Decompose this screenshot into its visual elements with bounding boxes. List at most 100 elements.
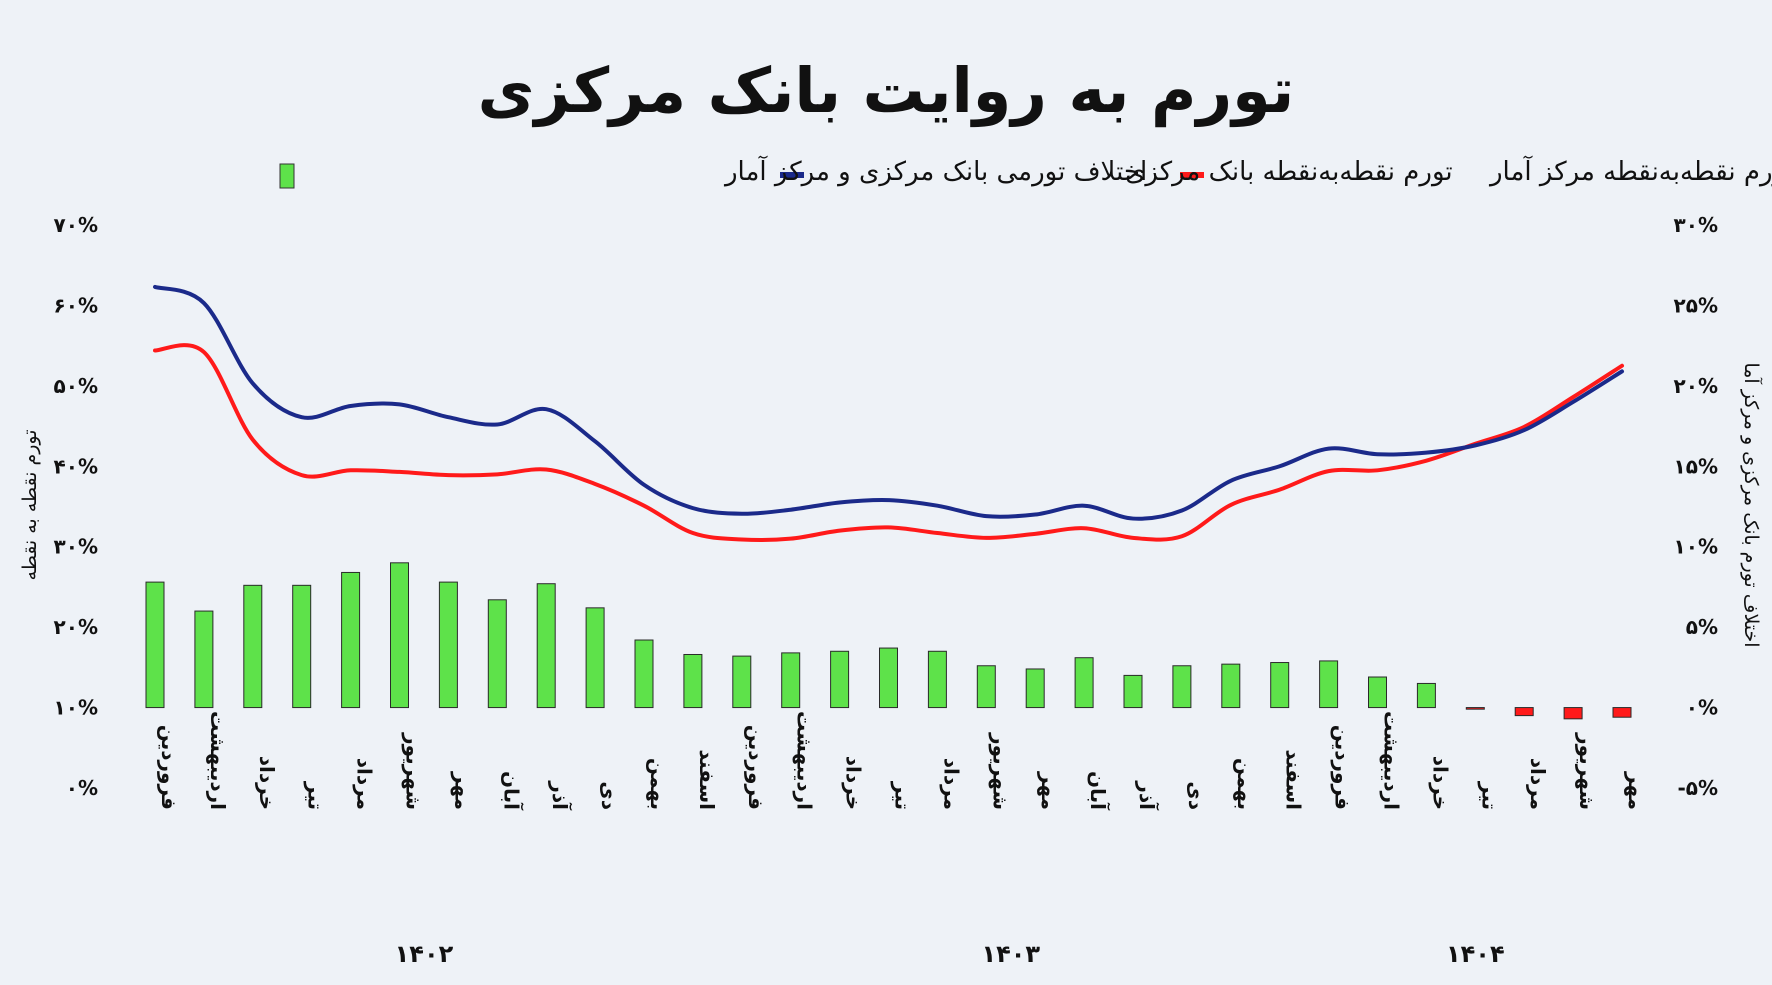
bar-series — [145, 562, 1632, 720]
x-tick-label: مهر — [450, 771, 474, 810]
bar — [1221, 663, 1241, 709]
x-tick-label: آذر — [1135, 780, 1160, 811]
bar — [341, 571, 361, 709]
bar — [976, 665, 996, 709]
x-tick-label: فروردین — [1331, 725, 1355, 810]
year-label: ۱۴۰۴ — [1446, 940, 1505, 968]
y-right-tick-label: ۳۰% — [1674, 213, 1718, 237]
x-tick-label: تیر — [891, 781, 915, 810]
legend-entry-diff: اختلاف تورمی بانک مرکزی و مرکز آمار — [279, 155, 1147, 189]
bar — [732, 655, 752, 709]
legend-swatch-diff — [279, 163, 295, 189]
x-tick-label: مهر — [1037, 771, 1061, 810]
chart-title: تورم به روایت بانک مرکزی — [478, 54, 1295, 128]
y-axis-right: -۵% ۰% ۵% ۱۰% ۱۵% ۲۰% ۲۵% ۳۰% — [1674, 213, 1718, 800]
y-right-tick-label: ۰% — [1686, 696, 1718, 720]
x-tick-label: خرداد — [842, 756, 866, 810]
bar — [1319, 660, 1339, 709]
bar — [1416, 682, 1436, 709]
y-right-tick-label: -۵% — [1677, 776, 1718, 800]
x-tick-label: مرداد — [1526, 758, 1550, 810]
bar — [1514, 707, 1534, 717]
x-tick-label: تیر — [1477, 781, 1501, 810]
bar — [487, 599, 507, 709]
x-tick-label: فروردین — [744, 725, 768, 810]
bar — [634, 639, 654, 709]
y-axis-right-title: اختلاف تورم بانک مرکزی و مرکز آما — [1740, 362, 1764, 647]
bar — [1368, 676, 1387, 709]
bar — [927, 650, 947, 709]
bar — [390, 562, 409, 709]
x-tick-label: دی — [597, 781, 621, 810]
x-tick-label: شهریور — [1575, 732, 1599, 810]
x-tick-label: خرداد — [1428, 756, 1452, 810]
x-tick-label: مرداد — [353, 758, 377, 810]
x-tick-label: شهریور — [988, 732, 1012, 810]
x-tick-label: دی — [1184, 781, 1208, 810]
bar — [438, 581, 458, 709]
x-tick-label: آبان — [499, 771, 524, 811]
x-axis-years: ۱۴۰۲ ۱۴۰۳ ۱۴۰۴ — [395, 940, 1505, 968]
x-tick-label: تیر — [304, 781, 328, 810]
y-right-tick-label: ۲۰% — [1674, 374, 1718, 398]
line-series — [153, 284, 1624, 543]
bar — [830, 650, 850, 709]
y-right-tick-label: ۱۵% — [1674, 454, 1718, 478]
x-tick-label: اردیبهشت — [206, 711, 230, 810]
x-tick-label: اسفند — [695, 749, 719, 810]
x-tick-label: خرداد — [255, 756, 279, 810]
bar — [1123, 674, 1143, 709]
y-axis-left: ۰% ۱۰% ۲۰% ۳۰% ۴۰% ۵۰% ۶۰% ۷۰% — [54, 213, 98, 800]
y-left-tick-label: ۶۰% — [54, 293, 98, 317]
y-right-tick-label: ۱۰% — [1674, 535, 1718, 559]
x-tick-label: اردیبهشت — [793, 711, 817, 810]
x-tick-label: مهر — [1624, 771, 1648, 810]
bar — [683, 653, 703, 709]
bar — [243, 584, 263, 709]
bar — [1612, 707, 1632, 718]
legend-entry-cbi: تورم نقطه‌به‌نقطه بانک مرکزی — [780, 157, 1453, 187]
x-tick-label: شهریور — [402, 732, 426, 810]
line-cbi — [153, 284, 1624, 521]
bar — [292, 584, 312, 709]
y-left-tick-label: ۵۰% — [54, 374, 98, 398]
y-left-tick-label: ۷۰% — [54, 213, 98, 237]
y-right-tick-label: ۵% — [1686, 615, 1718, 639]
legend-label-cbi: تورم نقطه‌به‌نقطه بانک مرکزی — [1125, 157, 1453, 187]
legend-label-diff: اختلاف تورمی بانک مرکزی و مرکز آمار — [723, 155, 1147, 187]
legend-label-sci: تورم نقطه‌به‌نقطه مرکز آمار — [1488, 155, 1772, 187]
bar — [145, 581, 165, 709]
x-axis-categories: فروردین اردیبهشت خرداد تیر مرداد شهریور مهر آبا… — [157, 711, 1648, 811]
x-tick-label: آذر — [548, 780, 573, 811]
legend: تورم نقطه‌به‌نقطه مرکز آمار تورم نقطه‌به… — [279, 155, 1772, 189]
legend-swatch-cbi — [780, 172, 804, 178]
bar — [781, 652, 801, 709]
x-tick-label: اردیبهشت — [1380, 711, 1404, 810]
legend-entry-sci: تورم نقطه‌به‌نقطه مرکز آمار — [1180, 155, 1772, 187]
y-left-tick-label: ۴۰% — [54, 454, 98, 478]
bar — [1172, 665, 1192, 709]
x-tick-label: آبان — [1086, 771, 1111, 811]
bar — [194, 610, 214, 709]
x-tick-label: بهمن — [646, 758, 670, 810]
bar — [1465, 707, 1485, 710]
y-left-tick-label: ۳۰% — [54, 535, 98, 559]
legend-swatch-sci — [1180, 172, 1204, 178]
x-tick-label: اسفند — [1282, 749, 1306, 810]
x-tick-label: فروردین — [157, 725, 181, 810]
x-tick-label: مرداد — [939, 758, 963, 810]
bar — [1025, 668, 1045, 709]
y-right-tick-label: ۲۵% — [1674, 293, 1718, 317]
bar — [879, 647, 898, 709]
bar — [585, 607, 605, 709]
y-left-tick-label: ۲۰% — [54, 615, 98, 639]
bar — [536, 583, 556, 709]
bar — [1270, 662, 1290, 709]
y-left-tick-label: ۰% — [66, 776, 98, 800]
line-sci — [153, 343, 1624, 543]
y-axis-left-title: تورم نقطه به نقطه — [19, 430, 41, 581]
x-tick-label: بهمن — [1233, 758, 1257, 810]
year-label: ۱۴۰۳ — [981, 940, 1040, 968]
year-label: ۱۴۰۲ — [395, 940, 454, 968]
